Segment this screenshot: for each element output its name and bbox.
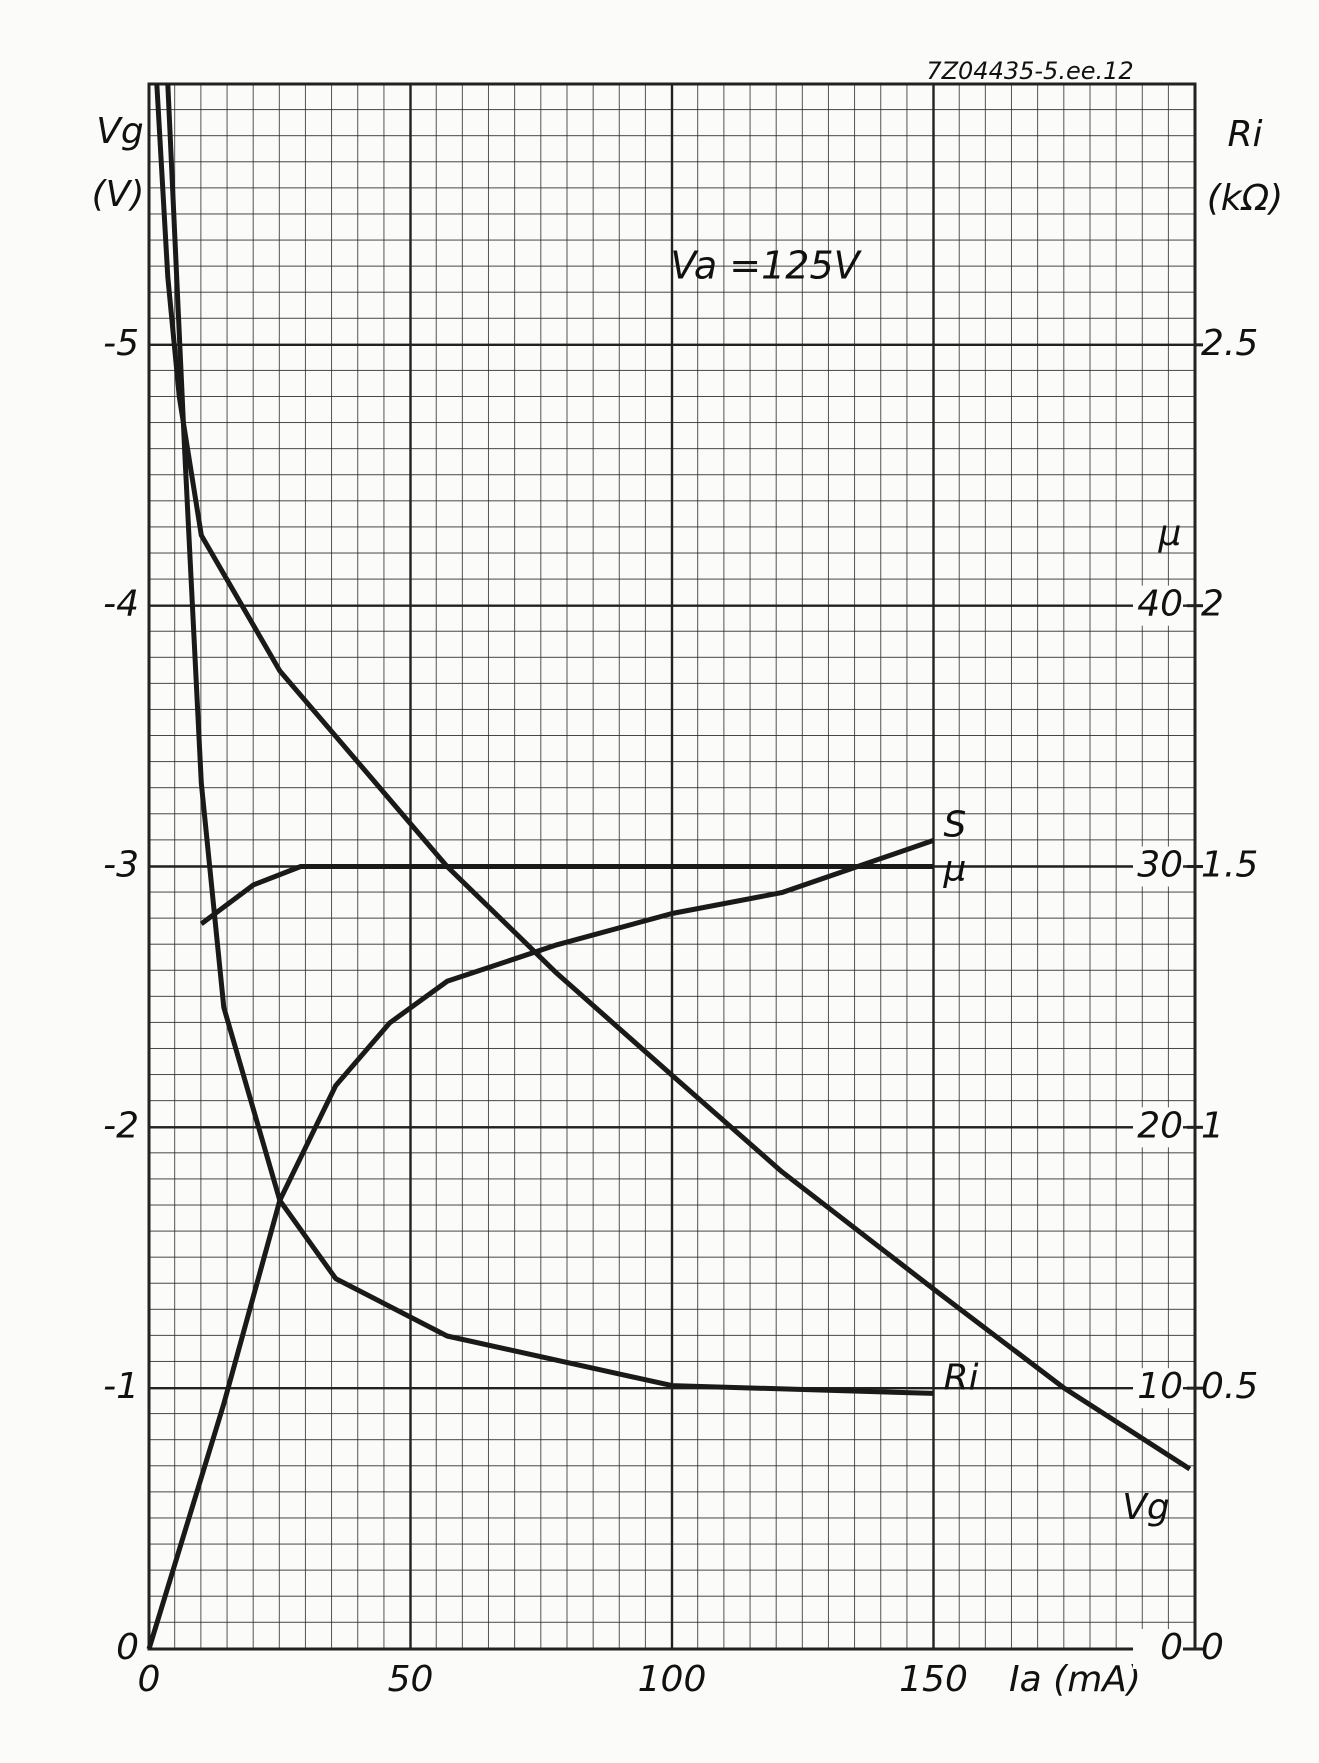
y2-axis-label: Ri <box>1227 114 1262 155</box>
y3-tick-label: 30 <box>1137 845 1183 886</box>
curve <box>154 83 1192 1472</box>
y3-tick-label: 40 <box>1137 584 1183 625</box>
y3-label-bg <box>1133 846 1183 887</box>
x-tick-label: 100 <box>638 1659 707 1700</box>
y-tick-label: -5 <box>103 323 139 364</box>
y3-tick-label: 0 <box>1160 1627 1183 1668</box>
x-tick-label: 0 <box>138 1659 161 1700</box>
figure-code: 7Z04435-5.ee.12 <box>926 57 1133 85</box>
curve <box>199 864 934 926</box>
y2-tick-label: 2.5 <box>1201 323 1258 364</box>
y3-tick-label: 20 <box>1137 1105 1183 1146</box>
x-tick-label: 150 <box>899 1659 968 1700</box>
y-tick-label: -1 <box>103 1366 139 1407</box>
y2-tick-label: 0 <box>1201 1627 1224 1668</box>
y-tick-label: -2 <box>103 1105 139 1146</box>
x-axis-label: Ia (mA) <box>1009 1659 1141 1700</box>
y-tick-label: -4 <box>103 584 139 625</box>
curve-label: Vg <box>1122 1487 1169 1528</box>
y3-label-bg <box>1133 1629 1183 1669</box>
y-axis-label: Vg <box>96 111 143 152</box>
y2-tick-label: 2 <box>1201 584 1224 625</box>
x-tick-label: 50 <box>388 1659 434 1700</box>
y3-label-bg <box>1133 1107 1183 1148</box>
y-axis-unit: (V) <box>92 174 145 215</box>
y3-tick-label: 10 <box>1137 1366 1183 1407</box>
y2-axis-unit: (kΩ) <box>1207 178 1283 219</box>
y3-label-bg <box>1133 585 1183 626</box>
curve-label: S <box>944 804 967 845</box>
curve-label: Ri <box>944 1357 979 1398</box>
y3-label-bg <box>1133 1368 1183 1409</box>
y2-tick-label: 1 <box>1201 1105 1224 1146</box>
y-tick-label: 0 <box>116 1627 139 1668</box>
y-tick-label: -3 <box>103 845 139 886</box>
curve-label: μ <box>943 849 967 890</box>
y2-tick-label: 0.5 <box>1201 1366 1258 1407</box>
annotation: Va =125V <box>670 244 862 288</box>
y3-axis-label: μ <box>1158 513 1182 554</box>
curve <box>146 838 935 1650</box>
y2-tick-label: 1.5 <box>1201 845 1258 886</box>
